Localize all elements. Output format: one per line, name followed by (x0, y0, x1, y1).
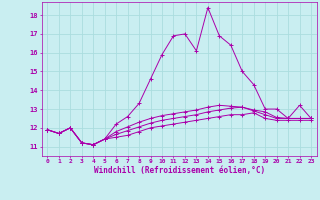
X-axis label: Windchill (Refroidissement éolien,°C): Windchill (Refroidissement éolien,°C) (94, 166, 265, 175)
